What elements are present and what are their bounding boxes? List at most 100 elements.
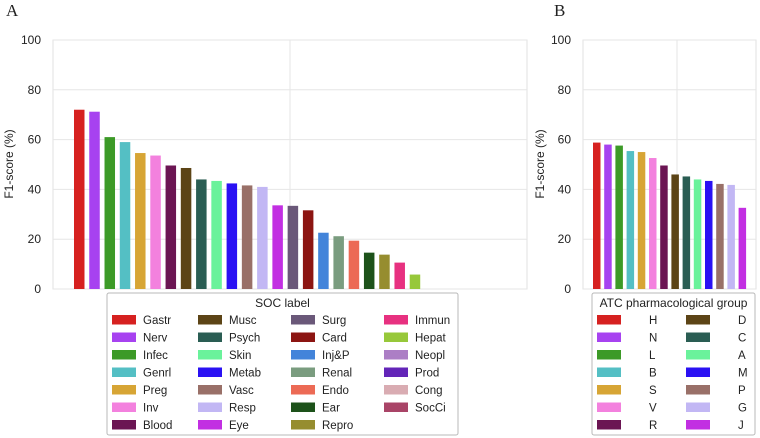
panel-b-bars	[593, 142, 747, 289]
legend-swatch-surg	[291, 315, 315, 325]
legend-label-d: D	[738, 315, 746, 327]
panel-a-y-tick-label: 100	[21, 33, 41, 47]
bar-g	[727, 184, 735, 289]
panel-b-y-tick-label: 0	[564, 282, 571, 296]
legend-swatch-endo	[291, 385, 315, 395]
legend-label-vasc: Vasc	[229, 385, 254, 397]
legend-label-j: J	[738, 420, 744, 432]
legend-swatch-n	[597, 332, 621, 342]
legend-label-b: B	[649, 368, 657, 380]
bar-inv	[150, 155, 161, 289]
legend-label-skin: Skin	[229, 350, 251, 362]
bar-card	[302, 210, 314, 289]
bar-vasc	[241, 185, 253, 289]
legend-swatch-cong	[384, 385, 408, 395]
legend-swatch-psych	[198, 332, 222, 342]
legend-swatch-card	[291, 332, 315, 342]
legend-label-blood: Blood	[143, 420, 172, 432]
legend-swatch-resp	[198, 402, 222, 412]
bar-inj-p	[318, 232, 329, 289]
legend-label-musc: Musc	[229, 315, 257, 327]
legend-label-prod: Prod	[415, 368, 439, 380]
panel-b-atc-chart: B 0 20 40 60 80 100 F1-score (%) ATC pharmaco…	[533, 1, 757, 436]
panel-a-legend: SOC label Gastr Nerv Infec Genrl Preg Inv Bloo…	[106, 292, 459, 436]
legend-swatch-b	[597, 367, 621, 377]
legend-swatch-renal	[291, 367, 315, 377]
panel-b-legend-box	[591, 292, 756, 436]
bar-endo	[348, 240, 360, 289]
panel-a-soc-chart: A 0 20 40 60 80 100 F1-score (%) SOC label Ga…	[2, 1, 528, 436]
legend-label-endo: Endo	[322, 385, 349, 397]
legend-label-neopl: Neopl	[415, 350, 445, 362]
panel-b-y-tick-label: 40	[558, 182, 572, 196]
legend-label-hepat: Hepat	[415, 333, 446, 345]
bar-blood	[165, 165, 177, 289]
legend-swatch-p	[686, 385, 710, 395]
bar-infec	[104, 137, 116, 289]
legend-swatch-h	[597, 315, 621, 325]
legend-label-v: V	[649, 403, 657, 415]
panel-b-legend-title: ATC pharmacological group	[600, 296, 748, 310]
legend-label-g: G	[738, 403, 747, 415]
bar-s	[637, 152, 646, 289]
legend-swatch-g	[686, 402, 710, 412]
legend-swatch-j	[686, 420, 710, 430]
legend-label-infec: Infec	[143, 350, 168, 362]
legend-swatch-immun	[384, 315, 408, 325]
panel-b-y-tick-label: 60	[558, 133, 572, 147]
panel-b-letter: B	[554, 1, 565, 20]
legend-label-renal: Renal	[322, 368, 352, 380]
legend-swatch-blood	[112, 420, 136, 430]
bar-resp	[257, 186, 268, 289]
bar-immun	[394, 262, 405, 289]
legend-swatch-preg	[112, 385, 136, 395]
legend-swatch-a	[686, 350, 710, 360]
legend-swatch-infec	[112, 350, 136, 360]
legend-label-r: R	[649, 420, 657, 432]
legend-label-inj-p: Inj&P	[322, 350, 350, 362]
panel-b-y-tick-label: 100	[551, 33, 571, 47]
bar-j	[738, 207, 747, 289]
bar-preg	[135, 153, 146, 289]
bar-eye	[272, 205, 283, 289]
panel-a-legend-box	[106, 292, 459, 436]
bar-a	[693, 179, 702, 289]
legend-swatch-skin	[198, 350, 222, 360]
legend-swatch-repro	[291, 420, 315, 430]
legend-label-surg: Surg	[322, 315, 346, 327]
panel-a-y-tick-label: 40	[28, 182, 42, 196]
bar-renal	[333, 236, 344, 289]
legend-label-m: M	[738, 368, 748, 380]
legend-label-card: Card	[322, 333, 347, 345]
legend-swatch-musc	[198, 315, 222, 325]
legend-label-preg: Preg	[143, 385, 167, 397]
legend-label-n: N	[649, 333, 657, 345]
bar-r	[660, 165, 668, 289]
bar-h	[593, 142, 601, 289]
legend-swatch-prod	[384, 367, 408, 377]
bar-n	[604, 144, 612, 289]
legend-label-cong: Cong	[415, 385, 443, 397]
legend-label-p: P	[738, 385, 746, 397]
legend-swatch-s	[597, 385, 621, 395]
legend-swatch-hepat	[384, 332, 408, 342]
panel-a-legend-title: SOC label	[255, 296, 310, 310]
panel-a-bars	[74, 109, 421, 289]
bar-hepat	[409, 274, 421, 289]
legend-swatch-m	[686, 367, 710, 377]
legend-label-s: S	[649, 385, 657, 397]
bar-psych	[196, 179, 207, 289]
bar-nerv	[89, 111, 100, 289]
bar-d	[671, 174, 679, 289]
panel-a-legend-entries: Gastr Nerv Infec Genrl Preg Inv Blood Musc Psych…	[112, 315, 450, 432]
legend-swatch-inj-p	[291, 350, 315, 360]
legend-label-genrl: Genrl	[143, 368, 171, 380]
legend-swatch-c	[686, 332, 710, 342]
panel-a-y-tick-label: 20	[28, 232, 42, 246]
bar-skin	[211, 180, 222, 289]
legend-swatch-d	[686, 315, 710, 325]
legend-swatch-eye	[198, 420, 222, 430]
panel-a-y-tick-label: 0	[34, 282, 41, 296]
legend-swatch-genrl	[112, 367, 136, 377]
